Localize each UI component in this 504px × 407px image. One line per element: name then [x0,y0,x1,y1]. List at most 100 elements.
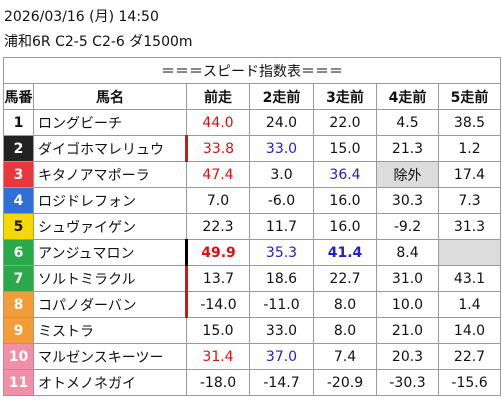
speed-index: 37.0 [249,343,314,370]
column-header: 馬名 [33,83,187,110]
speed-index: 44.0 [186,109,250,136]
speed-index: 17.4 [437,161,502,188]
speed-index: -9.2 [376,213,439,240]
speed-index: 47.4 [186,161,250,188]
horse-row: 6 アンジュマロン 49.9 35.3 41.4 8.4 [3,239,502,266]
race-info: 浦和6R C2-5 C2-6 ダ1500m [4,34,193,50]
horse-row: 8 コパノダーバン -14.0 -11.0 8.0 10.0 1.4 [3,291,502,318]
speed-index: 33.0 [249,317,314,344]
speed-index: 1.4 [437,291,502,318]
speed-index: 43.1 [437,265,502,292]
speed-index: 除外 [376,161,439,188]
speed-index: 8.0 [313,291,377,318]
horse-name: コパノダーバン [33,291,187,318]
horse-name: ロングビーチ [33,109,187,136]
column-header: 3走前 [313,83,377,110]
speed-index: 8.0 [313,317,377,344]
speed-index: 41.4 [313,239,377,266]
horse-number: 6 [3,239,34,266]
horse-name: オトメノネガイ [33,369,187,396]
horse-number: 10 [3,343,34,370]
speed-index: -11.0 [249,291,314,318]
column-header: 2走前 [249,83,314,110]
speed-index: -6.0 [249,187,314,214]
empty-cell [437,239,502,266]
speed-index: 16.0 [313,213,377,240]
horse-name: ソルトミラクル [33,265,187,292]
horse-number: 5 [3,213,34,240]
horse-row: 3 キタノアマポーラ 47.4 3.0 36.4 除外 17.4 [3,161,502,188]
speed-index: 3.0 [249,161,314,188]
speed-index: 11.7 [249,213,314,240]
horse-name: ダイゴホマレリュウ [33,135,187,162]
speed-index: 38.5 [437,109,502,136]
horse-row: 7 ソルトミラクル 13.7 18.6 22.7 31.0 43.1 [3,265,502,292]
horse-name: ロジドレフォン [33,187,187,214]
speed-index: 7.4 [313,343,377,370]
column-header: 馬番 [3,83,34,110]
speed-index: 35.3 [249,239,314,266]
speed-index: 8.4 [376,239,439,266]
horse-number: 11 [3,369,34,396]
speed-index: 36.4 [313,161,377,188]
speed-index: -14.0 [185,291,250,318]
speed-index: -15.6 [437,369,502,396]
speed-index: 49.9 [185,239,250,266]
horse-row: 10 マルゼンスキーツー 31.4 37.0 7.4 20.3 22.7 [3,343,502,370]
speed-index: 15.0 [313,135,377,162]
speed-index: -14.7 [249,369,314,396]
column-header: 前走 [186,83,250,110]
horse-number: 7 [3,265,34,292]
horse-row: 9 ミストラ 15.0 33.0 8.0 21.0 14.0 [3,317,502,344]
horse-number: 2 [3,135,34,162]
speed-index: 33.8 [185,135,250,162]
horse-row: 2 ダイゴホマレリュウ 33.8 33.0 15.0 21.3 1.2 [3,135,502,162]
speed-index: 21.3 [376,135,439,162]
horse-row: 1 ロングビーチ 44.0 24.0 22.0 4.5 38.5 [3,109,502,136]
speed-index: 22.7 [437,343,502,370]
speed-index: 15.0 [186,317,250,344]
horse-number: 3 [3,161,34,188]
speed-index: 10.0 [376,291,439,318]
speed-index: 31.3 [437,213,502,240]
speed-index: 1.2 [437,135,502,162]
table-title: ＝＝＝スピード指数表＝＝＝ [2,57,502,84]
column-header: 5走前 [437,83,502,110]
speed-index: 22.3 [186,213,250,240]
speed-index: 33.0 [249,135,314,162]
speed-index: 7.3 [437,187,502,214]
speed-index: 18.6 [249,265,314,292]
horse-number: 4 [3,187,34,214]
column-header: 4走前 [376,83,439,110]
horse-name: アンジュマロン [33,239,187,266]
horse-row: 4 ロジドレフォン 7.0 -6.0 16.0 30.3 7.3 [3,187,502,214]
speed-index: 22.7 [313,265,377,292]
horse-name: シュヴァイゲン [33,213,187,240]
speed-index: 31.0 [376,265,439,292]
speed-index: 21.0 [376,317,439,344]
speed-table: ＝＝＝スピード指数表＝＝＝ 馬番 馬名 前走 2走前 3走前 4走前 5走前 1 ロングビーチ… [2,57,502,396]
speed-index: 14.0 [437,317,502,344]
horse-number: 1 [3,109,34,136]
speed-index: 30.3 [376,187,439,214]
horse-name: キタノアマポーラ [33,161,187,188]
datetime: 2026/03/16 (月) 14:50 [4,9,159,25]
speed-index: 4.5 [376,109,439,136]
horse-row: 11 オトメノネガイ -18.0 -14.7 -20.9 -30.3 -15.6 [3,369,502,396]
horse-row: 5 シュヴァイゲン 22.3 11.7 16.0 -9.2 31.3 [3,213,502,240]
horse-name: ミストラ [33,317,187,344]
speed-index: 16.0 [313,187,377,214]
horse-number: 8 [3,291,34,318]
speed-index: -30.3 [376,369,439,396]
speed-index: 22.0 [313,109,377,136]
speed-index: -18.0 [186,369,250,396]
speed-index: 24.0 [249,109,314,136]
horse-number: 9 [3,317,34,344]
speed-index: 20.3 [376,343,439,370]
speed-index: 7.0 [186,187,250,214]
horse-name: マルゼンスキーツー [33,343,187,370]
speed-index: -20.9 [313,369,377,396]
speed-index: 13.7 [185,265,250,292]
speed-index: 31.4 [186,343,250,370]
